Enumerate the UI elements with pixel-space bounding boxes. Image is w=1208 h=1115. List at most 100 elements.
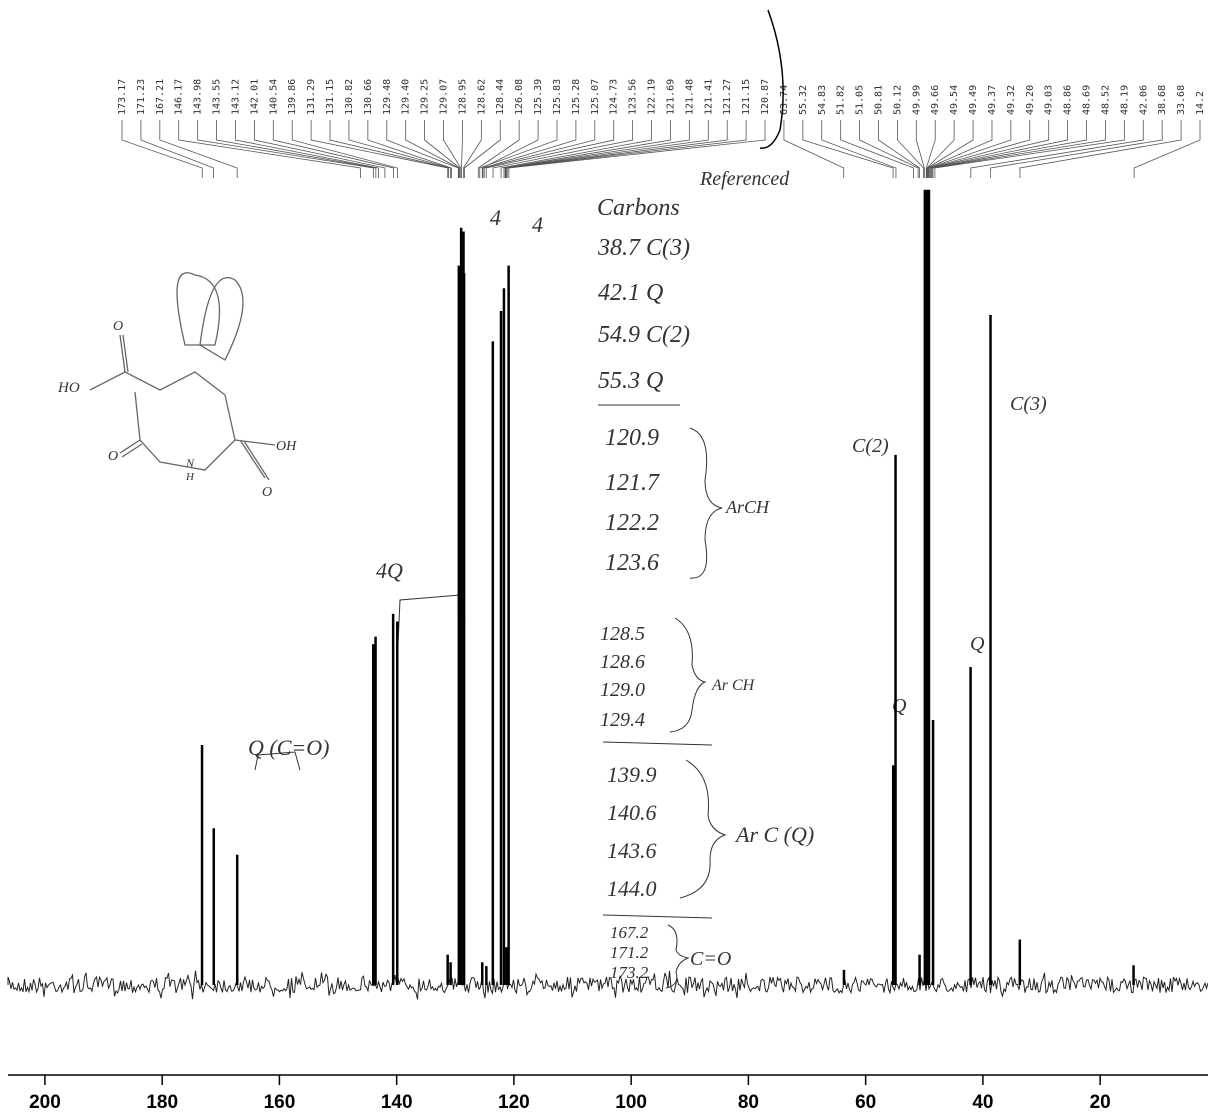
x-tick-label: 140 bbox=[381, 1092, 413, 1113]
peak-connector bbox=[492, 120, 634, 178]
peak-connector bbox=[159, 120, 238, 178]
peak-connector bbox=[485, 120, 615, 178]
annotation: 4 bbox=[490, 205, 501, 230]
peak-connector bbox=[348, 120, 451, 178]
baseline-noise bbox=[7, 970, 1208, 1000]
x-tick-label: 60 bbox=[855, 1092, 876, 1113]
peak-connector bbox=[821, 120, 897, 178]
peak-label: 50.12 bbox=[892, 85, 903, 115]
peak-label: 124.73 bbox=[609, 79, 620, 115]
annotation: 123.6 bbox=[605, 550, 659, 576]
peak-connector bbox=[367, 120, 452, 178]
peak-label: 49.54 bbox=[949, 85, 960, 115]
annotation: 4 bbox=[532, 212, 543, 237]
peak-connector bbox=[934, 120, 1125, 178]
peak-label: 49.37 bbox=[987, 85, 998, 115]
x-tick-label: 80 bbox=[738, 1092, 759, 1113]
peak-label: 51.82 bbox=[836, 85, 847, 115]
bond bbox=[119, 439, 143, 458]
peak-connector bbox=[802, 120, 894, 178]
annotation: 129.4 bbox=[600, 709, 645, 731]
peak-connector bbox=[482, 120, 577, 178]
peak-connector bbox=[1019, 120, 1182, 178]
annotation: Referenced bbox=[699, 168, 790, 190]
peak-connector bbox=[503, 120, 671, 178]
annotation: 167.2 bbox=[610, 923, 649, 942]
peak-label: 123.56 bbox=[628, 79, 639, 115]
peak-connector bbox=[216, 120, 377, 178]
peak-connector bbox=[386, 120, 459, 178]
peak-label: 129.48 bbox=[382, 79, 393, 115]
peak-label: 120.87 bbox=[760, 79, 771, 115]
annotation: Q bbox=[892, 695, 907, 717]
peak-label: 49.32 bbox=[1006, 85, 1017, 115]
peak-connector bbox=[443, 120, 462, 178]
peak-connector bbox=[508, 120, 766, 178]
peak-connector bbox=[272, 120, 394, 178]
peak-connector bbox=[932, 120, 1106, 178]
peak-label: 122.19 bbox=[647, 79, 658, 115]
divider bbox=[602, 914, 713, 919]
peak-label: 38.68 bbox=[1157, 85, 1168, 115]
peak-connector bbox=[928, 120, 1031, 178]
peak-label: 49.66 bbox=[930, 85, 941, 115]
peak-label: 129.07 bbox=[439, 79, 450, 115]
peak-label: 125.28 bbox=[571, 79, 582, 115]
peak-connector bbox=[897, 120, 924, 178]
atom: H bbox=[185, 471, 195, 483]
x-tick-label: 40 bbox=[972, 1092, 993, 1113]
peak-connector bbox=[505, 120, 709, 178]
peak-label: 140.54 bbox=[268, 79, 279, 115]
peak-label: 49.20 bbox=[1025, 85, 1036, 115]
annotation: 42.1 Q bbox=[598, 280, 663, 306]
annotation: 171.2 bbox=[610, 943, 649, 962]
peak-label: 48.52 bbox=[1100, 85, 1111, 115]
peak-label: 173.17 bbox=[117, 79, 128, 115]
annotation: 128.5 bbox=[600, 623, 645, 645]
annotation: 38.7 C(3) bbox=[597, 235, 690, 261]
peak-connector bbox=[926, 120, 974, 178]
x-tick-label: 160 bbox=[264, 1092, 296, 1113]
peak-connector bbox=[178, 120, 361, 178]
x-tick-label: 200 bbox=[29, 1092, 61, 1113]
peak-connector bbox=[504, 120, 690, 178]
peak-connector bbox=[506, 120, 747, 178]
peak-label: 130.82 bbox=[344, 79, 355, 115]
peak-label: 121.15 bbox=[741, 79, 752, 115]
annotations: Referenced Carbons 38.7 C(3) 42.1 Q 54.9… bbox=[248, 168, 1047, 989]
peak-connector bbox=[500, 120, 652, 178]
structure: HO O O N H OH O bbox=[57, 272, 297, 500]
peak-connector bbox=[479, 120, 558, 178]
peak-connector bbox=[291, 120, 398, 178]
peak-connector bbox=[483, 120, 596, 178]
peak-label: 51.05 bbox=[855, 85, 866, 115]
annotation: 173.2 bbox=[610, 963, 649, 982]
peak-label: 125.07 bbox=[590, 79, 601, 115]
peak-connector bbox=[424, 120, 461, 178]
peak-connector bbox=[462, 120, 482, 178]
peak-label: 55.32 bbox=[798, 85, 809, 115]
annotation: 121.7 bbox=[605, 470, 660, 496]
peak-connector bbox=[197, 120, 374, 178]
peak-label: 42.06 bbox=[1138, 85, 1149, 115]
x-tick-label: 100 bbox=[615, 1092, 647, 1113]
peak-label: 48.86 bbox=[1063, 85, 1074, 115]
peak-label: 126.08 bbox=[514, 79, 525, 115]
peak-connector bbox=[990, 120, 1163, 178]
annotation: C=O bbox=[690, 948, 731, 970]
separator bbox=[759, 9, 784, 149]
annotation: 143.6 bbox=[607, 838, 657, 863]
peak-label: 33.68 bbox=[1176, 85, 1187, 115]
peak-connector bbox=[970, 120, 1144, 178]
annotation: 139.9 bbox=[607, 762, 657, 787]
atom: OH bbox=[276, 439, 297, 454]
peak-connector bbox=[930, 120, 1069, 178]
atom: N bbox=[185, 456, 195, 470]
annotation: 144.0 bbox=[607, 876, 657, 901]
peak-label: 48.19 bbox=[1119, 85, 1130, 115]
peak-connector bbox=[253, 120, 386, 178]
atom: O bbox=[262, 485, 272, 500]
brace bbox=[669, 617, 707, 733]
peak-connector bbox=[927, 120, 1012, 178]
peak-connector bbox=[140, 120, 214, 178]
